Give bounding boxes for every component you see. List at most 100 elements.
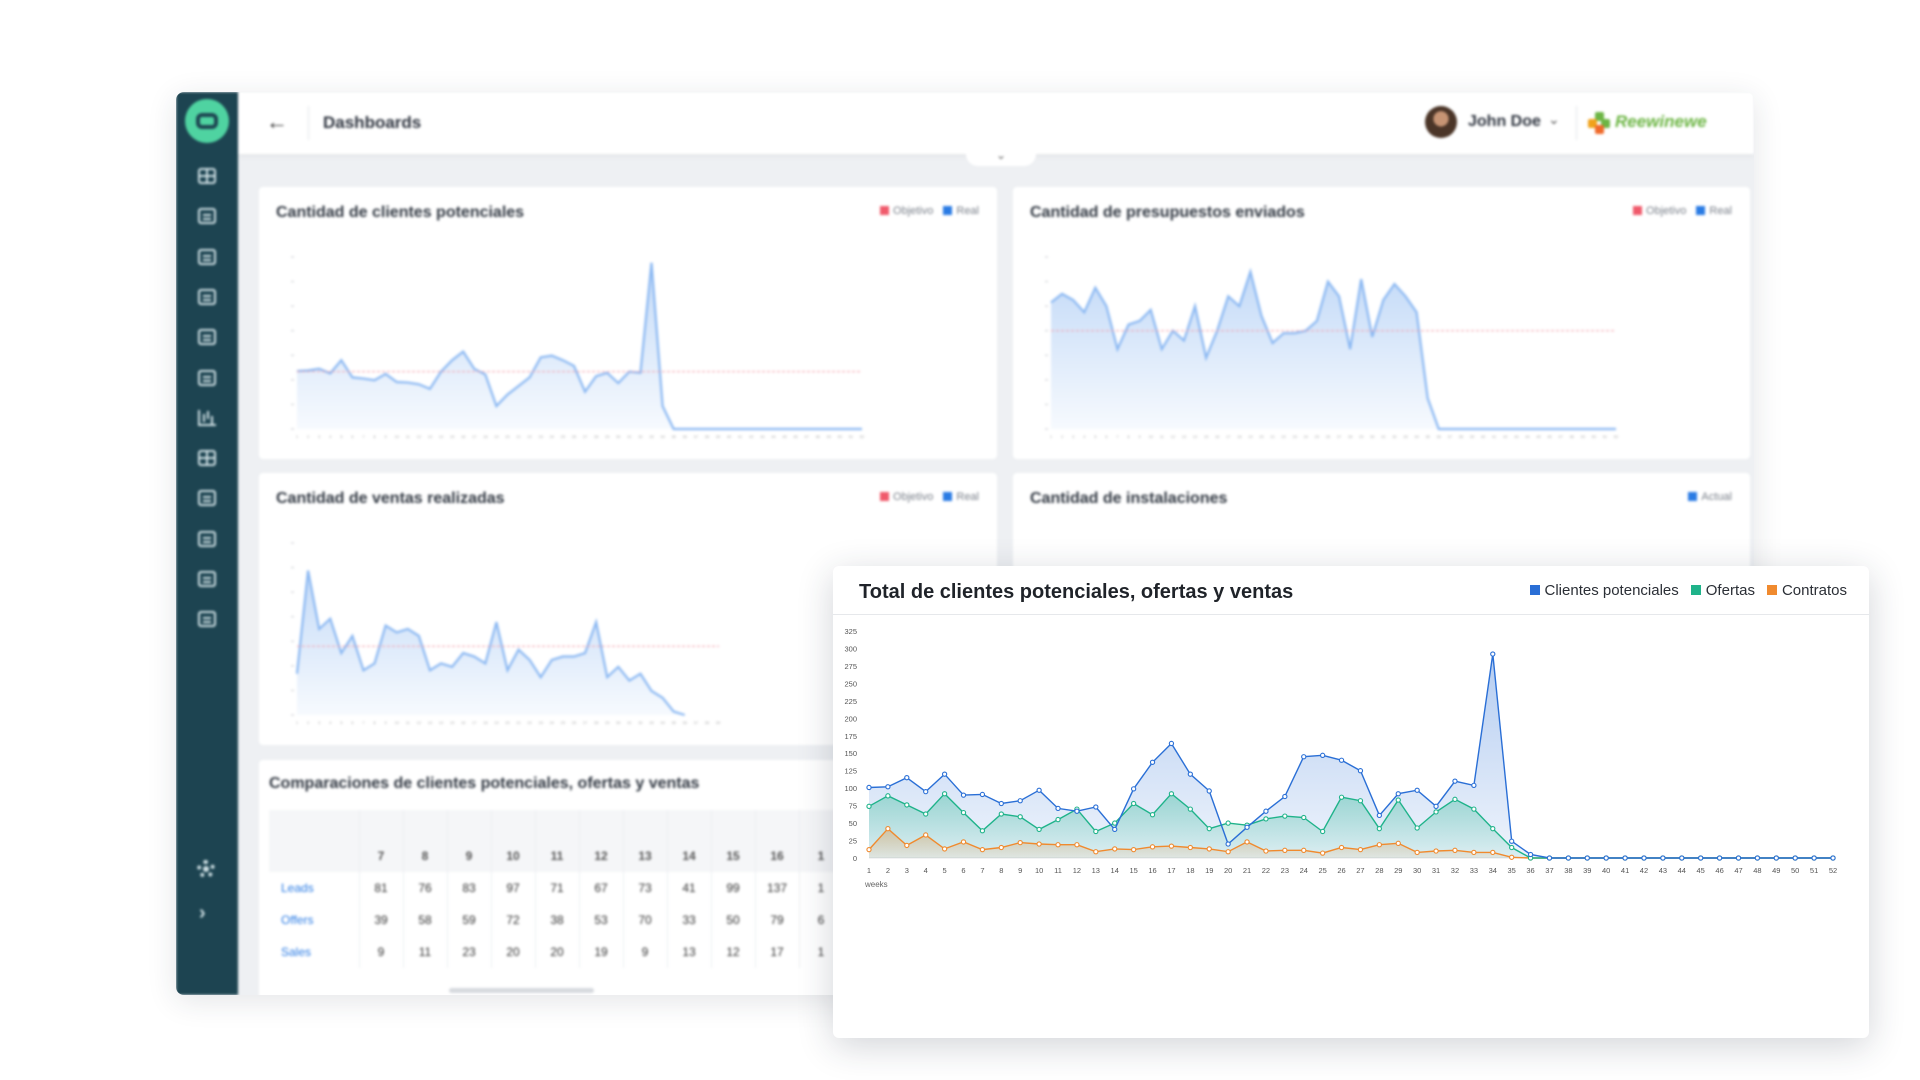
x-tick-label: 9 xyxy=(1018,866,1022,875)
back-arrow-icon[interactable]: ← xyxy=(266,109,288,134)
media-icon[interactable] xyxy=(198,611,216,628)
x-tick-label: 28 xyxy=(594,434,599,439)
x-tick-label: 50 xyxy=(1592,434,1597,439)
table-cell: 99 xyxy=(711,872,756,904)
series-line-0 xyxy=(868,653,1833,859)
data-point-1-30 xyxy=(1433,809,1439,815)
data-point-0-8 xyxy=(1017,798,1023,804)
data-point-0-13 xyxy=(1112,826,1118,833)
data-point-0-22 xyxy=(1282,793,1288,800)
row-label-link[interactable]: Sales xyxy=(269,936,360,968)
settings-gear-icon[interactable] xyxy=(197,860,215,878)
x-tick-label: 50 xyxy=(1791,866,1799,875)
x-tick-label: 11 xyxy=(406,434,411,439)
tasks-icon[interactable] xyxy=(198,248,216,265)
x-tick-label: 43 xyxy=(1514,434,1519,439)
forms-icon[interactable] xyxy=(198,369,216,386)
leads-icon[interactable] xyxy=(198,208,216,225)
app-logo-icon[interactable] xyxy=(185,99,229,143)
row-label-link[interactable]: Leads xyxy=(269,872,360,904)
data-point-1-8 xyxy=(1017,814,1023,820)
x-tick-label: 26 xyxy=(572,720,577,725)
real-line xyxy=(1050,267,1616,431)
data-point-1-4 xyxy=(941,791,948,797)
column-header: 10 xyxy=(491,840,536,872)
x-tick-label: 45 xyxy=(782,434,787,439)
data-point-2-29 xyxy=(1414,849,1420,856)
data-point-0-17 xyxy=(1187,771,1193,777)
card-title: Cantidad de ventas realizadas xyxy=(276,490,505,507)
x-tick-label: 28 xyxy=(1348,434,1353,439)
table-cell: 11 xyxy=(403,936,448,968)
x-tick-label: 17 xyxy=(472,720,477,725)
data-point-1-10 xyxy=(1055,816,1061,823)
x-tick-label: 32 xyxy=(1451,866,1459,875)
data-point-0-33 xyxy=(1490,651,1496,657)
x-tick-label: 22 xyxy=(527,434,532,439)
x-tick-label: 4 xyxy=(329,720,332,725)
x-axis-label: weeks xyxy=(864,880,888,889)
presentations-icon[interactable] xyxy=(198,490,216,507)
horizontal-scrollbar[interactable] xyxy=(449,988,594,993)
legend-item: Actual xyxy=(1688,491,1732,503)
x-tick-label: 31 xyxy=(627,434,632,439)
x-tick-label: 47 xyxy=(1558,434,1563,439)
data-point-1-18 xyxy=(1206,826,1212,832)
x-tick-label: 42 xyxy=(749,434,754,439)
x-tick-label: 27 xyxy=(1337,434,1342,439)
reports-icon[interactable] xyxy=(198,409,216,426)
tickets-icon[interactable] xyxy=(198,530,216,547)
data-point-2-11 xyxy=(1074,842,1080,848)
column-header: 7 xyxy=(359,840,404,872)
user-menu-chevron-down-icon[interactable]: ⌄ xyxy=(1548,111,1560,127)
legend-item-clientes[interactable]: Clientes potenciales xyxy=(1529,582,1679,599)
user-avatar[interactable] xyxy=(1425,106,1457,138)
collapse-header-toggle[interactable] xyxy=(966,148,1036,166)
x-tick-label: 29 xyxy=(605,434,610,439)
data-point-2-3 xyxy=(923,832,929,838)
x-tick-label: 4 xyxy=(1083,434,1086,439)
legend-item-contratos[interactable]: Contratos xyxy=(1766,582,1847,599)
data-point-2-31 xyxy=(1452,847,1458,853)
quotes-icon[interactable] xyxy=(198,288,216,305)
x-tick-label: 13 xyxy=(428,720,433,725)
x-tick-label: 21 xyxy=(1243,866,1251,875)
x-tick-label: 15 xyxy=(450,720,455,725)
data-point-0-20 xyxy=(1244,824,1250,830)
x-tick-label: 1 xyxy=(296,434,299,439)
brand-logo-icon xyxy=(1588,112,1610,134)
data-point-1-21 xyxy=(1263,816,1269,822)
data-point-1-26 xyxy=(1357,798,1364,804)
data-point-2-23 xyxy=(1301,847,1307,853)
data-point-0-4 xyxy=(941,771,948,777)
data-point-2-0 xyxy=(866,846,872,853)
table-cell: 81 xyxy=(359,872,404,904)
data-point-0-35 xyxy=(1527,851,1534,858)
divider xyxy=(308,106,309,140)
expand-sidebar-chevron-icon[interactable]: › xyxy=(199,902,206,924)
data-point-0-40 xyxy=(1622,855,1628,861)
x-tick-label: 19 xyxy=(494,720,499,725)
clipboard-icon[interactable] xyxy=(198,329,216,346)
x-tick-label: 40 xyxy=(1602,866,1610,875)
x-tick-label: 2 xyxy=(886,866,890,875)
x-tick-label: 32 xyxy=(1392,434,1397,439)
data-point-0-49 xyxy=(1792,855,1798,861)
row-label-link[interactable]: Offers xyxy=(269,904,360,936)
data-point-1-22 xyxy=(1282,813,1288,819)
x-tick-label: 11 xyxy=(406,720,411,725)
chart-legend: Objetivo Real xyxy=(880,205,979,217)
user-name[interactable]: John Doe xyxy=(1468,113,1541,130)
legend-item-ofertas[interactable]: Ofertas xyxy=(1690,582,1755,599)
sidebar: › xyxy=(176,92,238,995)
table-cell: 41 xyxy=(667,872,712,904)
x-tick-label: 16 xyxy=(461,720,466,725)
data-point-0-16 xyxy=(1168,740,1175,747)
data-point-2-16 xyxy=(1168,843,1175,849)
dashboard-icon[interactable] xyxy=(198,168,216,184)
data-point-1-17 xyxy=(1187,806,1193,812)
x-tick-label: 5 xyxy=(340,434,343,439)
x-tick-label: 5 xyxy=(943,866,947,875)
products-icon[interactable] xyxy=(198,450,216,467)
contacts-icon[interactable] xyxy=(198,571,216,587)
